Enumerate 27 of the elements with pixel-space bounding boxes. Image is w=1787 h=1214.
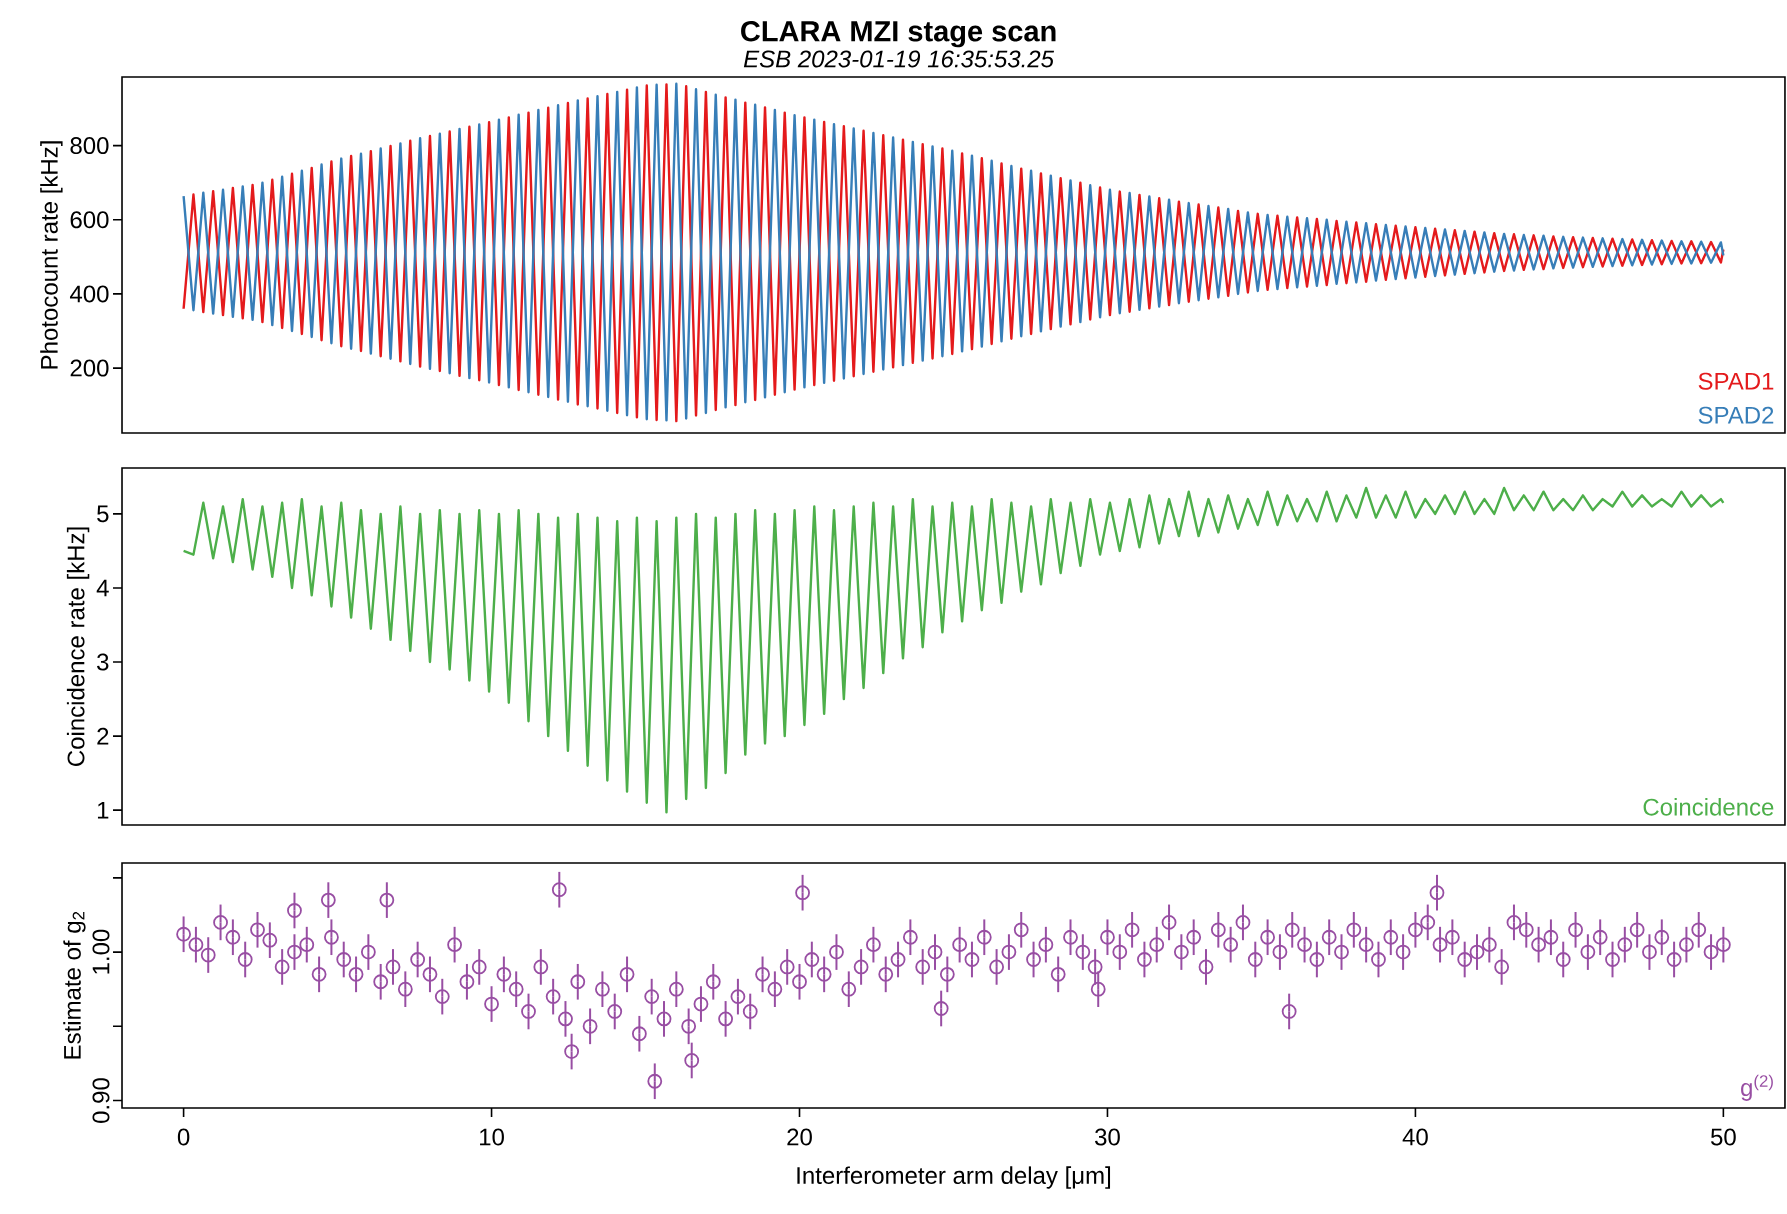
y-tick-label: 1.00 (92, 929, 110, 974)
chart-title: CLARA MZI stage scan (741, 20, 1056, 48)
y-axis-title: Photocount rate [kHz] (40, 141, 63, 369)
y-tick-label: 0.90 (92, 1078, 110, 1123)
text: Coincidence (1643, 798, 1774, 816)
y-tick-label: 3 (97, 653, 109, 671)
y-tick-label: 600 (70, 211, 109, 229)
y-axis-title: Estimate of g$_{2}$ (63, 911, 86, 1059)
x-tick-label: 20 (787, 1128, 812, 1146)
y-tick-label: 4 (96, 579, 109, 597)
y-tick-label: 200 (70, 359, 109, 377)
x-tick-label: 30 (1095, 1128, 1120, 1146)
chart-subtitle: ESB 2023-01-19 16:35:53.25 (743, 50, 1055, 68)
x-tick-label: 50 (1710, 1128, 1736, 1146)
y-tick-label: 2 (97, 727, 109, 745)
y-tick-label: 800 (70, 137, 109, 155)
text: SPAD2 (1698, 406, 1774, 424)
y-tick-label: 400 (69, 285, 109, 303)
y-axis-title: Coincidence rate [kHz] (66, 527, 90, 766)
x-axis-title: Interferometer arm delay [μm] (797, 1166, 1111, 1189)
text: SPAD1 (1698, 372, 1774, 390)
y-tick-label: 5 (97, 505, 109, 523)
x-tick-label: 10 (480, 1128, 504, 1146)
y-tick-label: 1 (97, 801, 109, 819)
x-tick-label: 40 (1402, 1128, 1428, 1146)
text: g$^{(2)}$ (1741, 1074, 1773, 1101)
x-tick-label: 0 (177, 1128, 190, 1146)
